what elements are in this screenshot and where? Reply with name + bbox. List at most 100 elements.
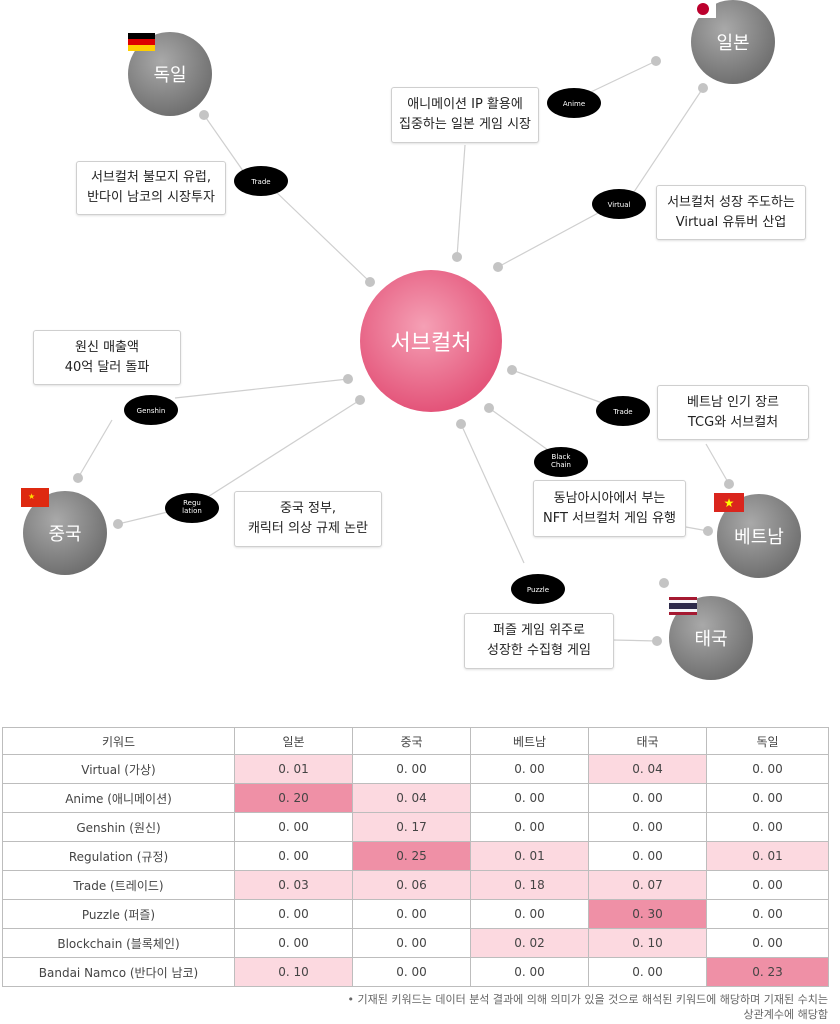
- note-vietnam-trade: 베트남 인기 장르 TCG와 서브컬처: [657, 385, 809, 440]
- value-cell: 0. 00: [234, 812, 353, 842]
- table-row: Bandai Namco (반다이 남코) 0. 10 0. 00 0. 00 0. 0…: [2, 957, 829, 987]
- value-cell: 0. 17: [352, 812, 471, 842]
- column-header-country: 중국: [352, 727, 471, 755]
- value-cell: 0. 18: [470, 870, 589, 900]
- keyword-cell: Bandai Namco (반다이 남코): [2, 957, 235, 987]
- column-header-keyword: 키워드: [2, 727, 235, 755]
- keyword-cell: Regulation (규정): [2, 841, 235, 871]
- value-cell: 0. 00: [588, 957, 707, 987]
- country-node-germany: [128, 32, 212, 116]
- note-virtual: 서브컬처 성장 주도하는 Virtual 유튜버 산업: [656, 185, 806, 240]
- keyword-cell: Blockchain (블록체인): [2, 928, 235, 958]
- value-cell: 0. 00: [352, 899, 471, 929]
- value-cell: 0. 00: [470, 754, 589, 784]
- keyword-cell: Anime (애니메이션): [2, 783, 235, 813]
- connector-dots: [73, 56, 734, 646]
- table-row: Anime (애니메이션) 0. 20 0. 04 0. 00 0. 00 0. 00: [2, 783, 829, 813]
- connector-lines: [77, 60, 730, 642]
- country-label-japan: 일본: [716, 33, 749, 54]
- country-label-germany: 독일: [153, 65, 186, 86]
- keyword-pill-regulation: Regu lation: [165, 493, 219, 523]
- value-cell: 0. 04: [588, 754, 707, 784]
- note-puzzle: 퍼즐 게임 위주로 성장한 수집형 게임: [464, 613, 614, 669]
- column-header-country: 태국: [588, 727, 707, 755]
- table-row: Genshin (원신) 0. 00 0. 17 0. 00 0. 00 0. 00: [2, 812, 829, 842]
- keyword-cell: Trade (트레이드): [2, 870, 235, 900]
- value-cell: 0. 03: [234, 870, 353, 900]
- japan-flag-icon: [690, 0, 716, 18]
- country-label-thailand: 태국: [694, 629, 727, 650]
- value-cell: 0. 00: [588, 841, 707, 871]
- value-cell: 0. 00: [588, 812, 707, 842]
- value-cell: 0. 04: [352, 783, 471, 813]
- value-cell: 0. 01: [470, 841, 589, 871]
- keyword-cell: Genshin (원신): [2, 812, 235, 842]
- column-header-country: 독일: [706, 727, 829, 755]
- country-node-vietnam: [717, 494, 801, 578]
- svg-text:Genshin: Genshin: [137, 407, 166, 415]
- column-header-country: 일본: [234, 727, 353, 755]
- keyword-pill-trade-germany: Trade: [234, 166, 288, 196]
- svg-text:Regulation: Regu lation: [182, 499, 202, 515]
- value-cell: 0. 00: [234, 899, 353, 929]
- keyword-network-diagram: 서브컬처 독일 일본 중국 베트남 태국 ★ ★ Anime Tra: [21, 0, 801, 680]
- keyword-pill-virtual: Virtual: [592, 189, 646, 219]
- country-node-china: [23, 491, 107, 575]
- value-cell: 0. 25: [352, 841, 471, 871]
- value-cell: 0. 00: [470, 899, 589, 929]
- center-node: [360, 270, 502, 412]
- value-cell: 0. 10: [234, 957, 353, 987]
- keyword-cell: Virtual (가상): [2, 754, 235, 784]
- value-cell: 0. 00: [234, 928, 353, 958]
- value-cell: 0. 06: [352, 870, 471, 900]
- svg-text:Trade: Trade: [250, 178, 270, 186]
- value-cell: 0. 07: [588, 870, 707, 900]
- country-node-japan: [691, 0, 775, 84]
- value-cell: 0. 01: [234, 754, 353, 784]
- thailand-flag-icon: [669, 597, 697, 615]
- value-cell: 0. 00: [352, 957, 471, 987]
- table-row: Regulation (규정) 0. 00 0. 25 0. 01 0. 00 0. 01: [2, 841, 829, 871]
- table-row: Trade (트레이드) 0. 03 0. 06 0. 18 0. 07 0. 00: [2, 870, 829, 900]
- value-cell: 0. 00: [470, 812, 589, 842]
- value-cell: 0. 00: [706, 754, 829, 784]
- value-cell: 0. 00: [352, 754, 471, 784]
- column-header-country: 베트남: [470, 727, 589, 755]
- keyword-pill-puzzle: Puzzle: [511, 574, 565, 604]
- value-cell: 0. 23: [706, 957, 829, 987]
- footnote: • 기재된 키워드는 데이터 분석 결과에 의해 의미가 있을 것으로 해석된 …: [347, 993, 828, 1021]
- value-cell: 0. 01: [706, 841, 829, 871]
- table-header-row: 키워드 일본 중국 베트남 태국 독일: [2, 727, 829, 755]
- value-cell: 0. 00: [706, 783, 829, 813]
- country-node-thailand: [669, 596, 753, 680]
- note-blockchain: 동남아시아에서 부는 NFT 서브컬처 게임 유행: [533, 480, 686, 537]
- keyword-correlation-table: 키워드 일본 중국 베트남 태국 독일 Virtual (가상) 0. 01 0. 00 0. …: [2, 727, 829, 987]
- germany-flag-icon: [128, 33, 155, 51]
- svg-text:Anime: Anime: [563, 100, 585, 108]
- keyword-pill-blockchain: Black Chain: [534, 447, 588, 477]
- center-label: 서브컬처: [391, 331, 472, 356]
- country-label-china: 중국: [48, 524, 81, 545]
- svg-text:Virtual: Virtual: [608, 201, 631, 209]
- table-row: Puzzle (퍼즐) 0. 00 0. 00 0. 00 0. 30 0. 00: [2, 899, 829, 929]
- table-row: Virtual (가상) 0. 01 0. 00 0. 00 0. 04 0. 00: [2, 754, 829, 784]
- table-row: Blockchain (블록체인) 0. 00 0. 00 0. 02 0. 10 0. …: [2, 928, 829, 958]
- value-cell: 0. 00: [588, 783, 707, 813]
- china-flag-icon: ★: [21, 488, 49, 507]
- svg-text:★: ★: [28, 492, 35, 501]
- value-cell: 0. 00: [706, 899, 829, 929]
- value-cell: 0. 00: [706, 812, 829, 842]
- value-cell: 0. 02: [470, 928, 589, 958]
- value-cell: 0. 00: [234, 841, 353, 871]
- keyword-pill-anime: Anime: [547, 88, 601, 118]
- value-cell: 0. 00: [706, 928, 829, 958]
- keyword-pill-trade-vietnam: Trade: [596, 396, 650, 426]
- note-regulation: 중국 정부, 캐릭터 의상 규제 논란: [234, 491, 382, 547]
- svg-text:Trade: Trade: [612, 408, 632, 416]
- keyword-pill-genshin: Genshin: [124, 395, 178, 425]
- value-cell: 0. 00: [470, 783, 589, 813]
- note-genshin: 원신 매출액 40억 달러 돌파: [33, 330, 181, 385]
- value-cell: 0. 30: [588, 899, 707, 929]
- country-label-vietnam: 베트남: [734, 527, 784, 548]
